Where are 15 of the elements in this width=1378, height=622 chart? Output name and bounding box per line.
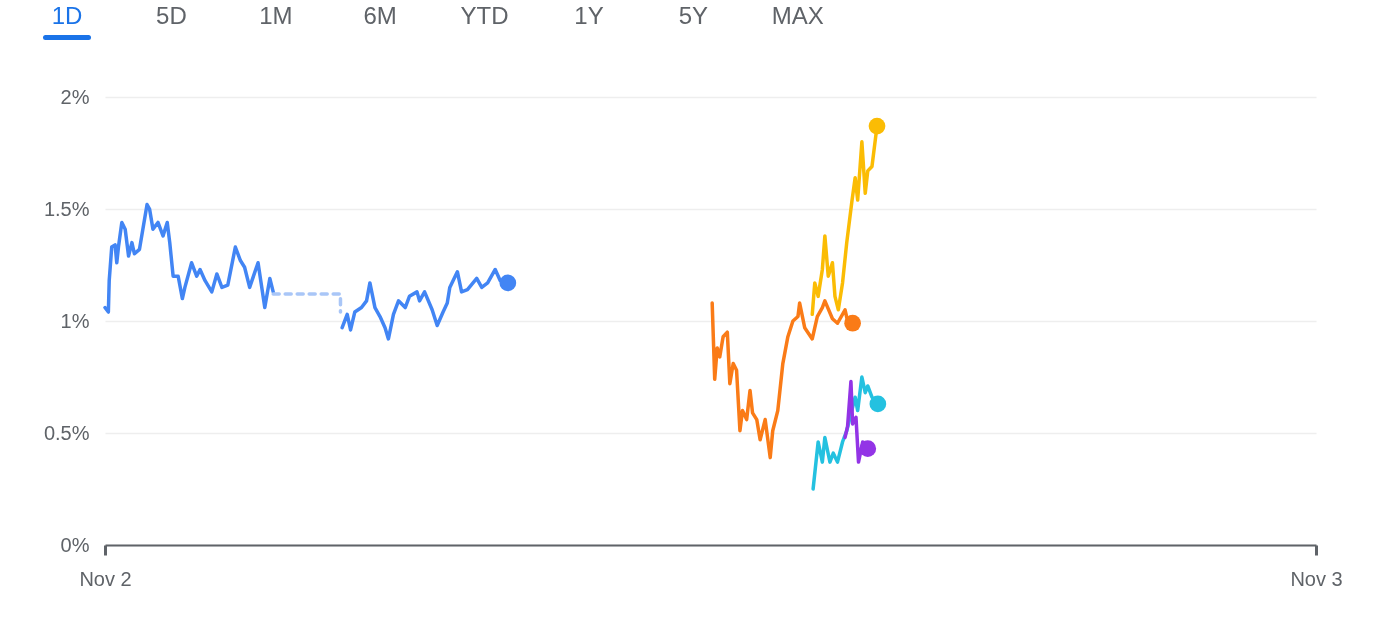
y-tick-label: 1% [60, 309, 90, 332]
text: 1D [51, 2, 83, 30]
x-tick-label: Nov 2 [79, 567, 132, 590]
y-tick-label: 1.5% [43, 197, 90, 220]
text: 6M [363, 2, 397, 30]
y-tick-label: 0.5% [43, 421, 90, 444]
y-tick-label: 0% [60, 533, 90, 556]
y-tick-label: 2% [60, 85, 90, 108]
text: 5D [156, 2, 187, 30]
text: YTD [460, 2, 509, 30]
text: 5Y [678, 2, 709, 30]
text: MAX [771, 2, 824, 30]
text: 1M [259, 2, 293, 30]
x-tick-label: Nov 3 [1290, 567, 1343, 590]
text: 1Y [574, 2, 604, 30]
